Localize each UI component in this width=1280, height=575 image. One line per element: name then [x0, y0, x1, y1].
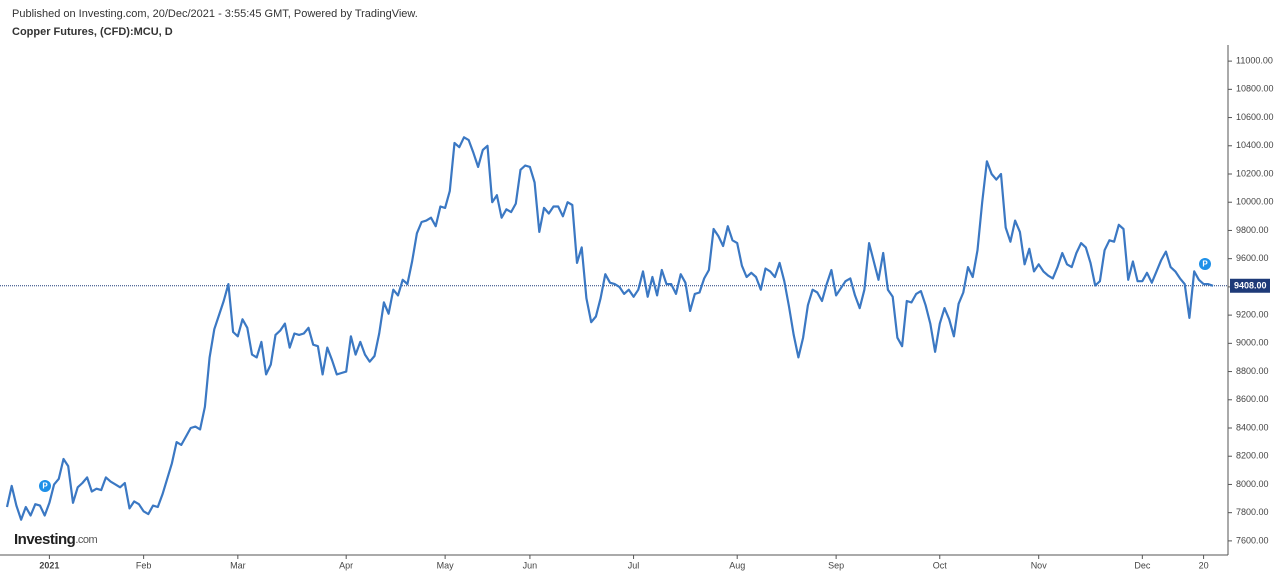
x-tick-label: Feb: [136, 560, 152, 570]
y-tick-label: 7600.00: [1236, 535, 1269, 545]
y-tick-label: 9800.00: [1236, 225, 1269, 235]
y-tick-label: 8000.00: [1236, 479, 1269, 489]
x-tick-label: Oct: [933, 560, 948, 570]
y-tick-label: 7800.00: [1236, 507, 1269, 517]
x-tick-label: May: [437, 560, 455, 570]
y-tick-label: 11000.00: [1236, 55, 1273, 65]
event-marker: [1199, 258, 1211, 270]
y-tick-label: 8600.00: [1236, 394, 1269, 404]
event-marker: [39, 480, 51, 492]
last-price-label: 9408.00: [1234, 281, 1267, 291]
x-tick-label: Dec: [1134, 560, 1151, 570]
logo-suffix: .com: [75, 534, 97, 546]
logo-main: Investing: [14, 531, 76, 548]
price-line: [5, 136, 1214, 521]
chart-title: Copper Futures, (CFD):MCU, D: [12, 26, 173, 38]
y-tick-label: 10200.00: [1236, 168, 1274, 178]
event-marker-label: P: [1202, 260, 1208, 269]
y-tick-label: 10800.00: [1236, 84, 1274, 94]
x-tick-label: Jun: [523, 560, 538, 570]
y-tick-label: 9600.00: [1236, 253, 1269, 263]
y-tick-label: 9000.00: [1236, 338, 1269, 348]
x-tick-label: Jul: [628, 560, 640, 570]
y-tick-label: 8400.00: [1236, 422, 1269, 432]
y-tick-label: 8200.00: [1236, 451, 1269, 461]
x-tick-label: Nov: [1031, 560, 1048, 570]
y-tick-label: 9200.00: [1236, 309, 1269, 319]
last-price-box: [1230, 278, 1270, 293]
x-tick-label: 20: [1199, 560, 1209, 570]
y-tick-label: 10400.00: [1236, 140, 1274, 150]
event-marker-label: P: [42, 482, 48, 491]
logo: Investing.com: [14, 531, 98, 548]
x-tick-label: Apr: [339, 560, 353, 570]
x-tick-label: Aug: [729, 560, 745, 570]
chart-subtitle: Published on Investing.com, 20/Dec/2021 …: [12, 8, 418, 20]
x-tick-label: Mar: [230, 560, 246, 570]
x-tick-label: Sep: [828, 560, 844, 570]
x-tick-label: 2021: [39, 560, 59, 570]
y-tick-label: 10600.00: [1236, 112, 1274, 122]
y-tick-label: 8800.00: [1236, 366, 1269, 376]
y-tick-label: 10000.00: [1236, 197, 1274, 207]
